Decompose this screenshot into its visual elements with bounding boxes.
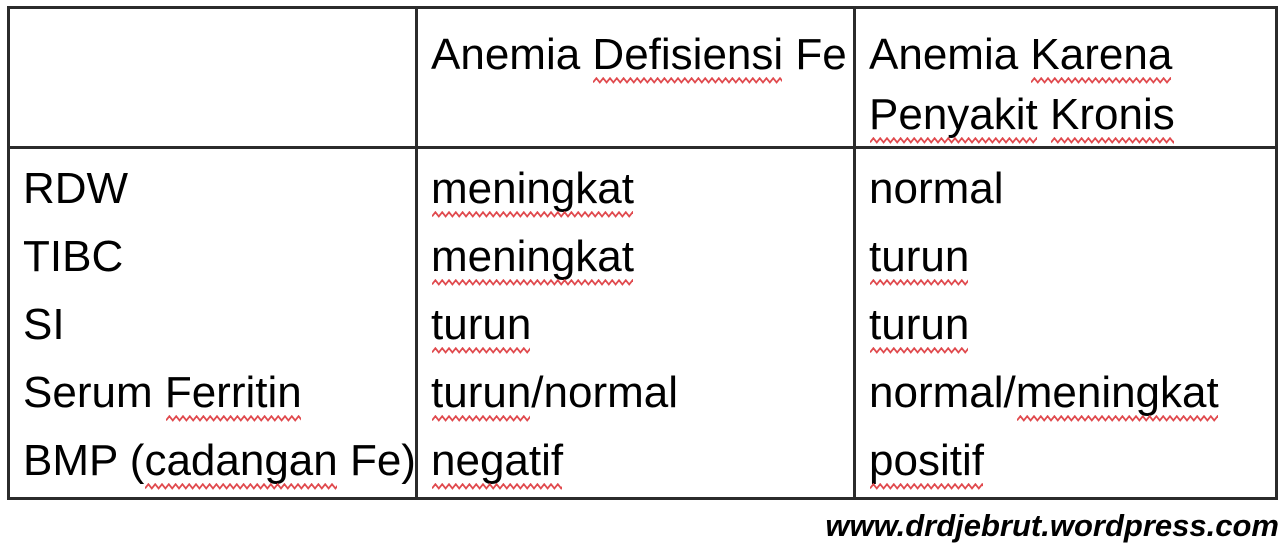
table-cell: Serum Ferritin (23, 359, 411, 427)
squiggle-underlined-word: Ferritin (165, 368, 302, 422)
table-cell: normal/meningkat (869, 359, 1271, 427)
text-segment: Serum (23, 368, 165, 417)
spellcheck-squiggle (1016, 414, 1218, 422)
squiggle-underlined-word: meningkat (431, 164, 634, 218)
squiggle-underlined-word: Defisiensi (592, 30, 783, 84)
spellcheck-squiggle (432, 346, 531, 354)
table-cell: TIBC (23, 223, 411, 291)
spellcheck-squiggle (1051, 136, 1174, 144)
text-segment: normal (869, 164, 1004, 213)
header-text: Penyakit Kronis (869, 85, 1271, 145)
spellcheck-squiggle (1031, 76, 1172, 84)
squiggle-underlined-word: Kronis (1050, 90, 1175, 144)
table-cell: RDW (23, 155, 411, 223)
table-cell: normal (869, 155, 1271, 223)
spellcheck-squiggle (432, 482, 563, 490)
table-cell: turun (431, 291, 849, 359)
spellcheck-squiggle (593, 76, 783, 84)
squiggle-underlined-word: positif (869, 436, 984, 490)
text-segment: TIBC (23, 232, 124, 281)
squiggle-underlined-word: negatif (431, 436, 563, 490)
text-segment: normal/ (869, 368, 1016, 417)
squiggle-underlined-word: meningkat (431, 232, 634, 286)
table-cell: meningkat (431, 155, 849, 223)
anemia-comparison-table: Anemia Defisiensi Fe Anemia Karena Penya… (7, 6, 1278, 500)
spellcheck-squiggle (432, 278, 634, 286)
header-cell-empty (10, 9, 415, 149)
text-segment: Fe) (337, 436, 415, 485)
text-segment: Anemia (869, 30, 1031, 79)
table-cell: BMP (cadangan Fe) (23, 427, 415, 495)
spellcheck-squiggle (145, 482, 337, 490)
table-cell: turun (869, 223, 1271, 291)
watermark-url: www.drdjebrut.wordpress.com (825, 508, 1279, 543)
squiggle-underlined-word: cadangan (144, 436, 338, 490)
squiggle-underlined-word: turun (431, 300, 531, 354)
spellcheck-squiggle (432, 210, 634, 218)
text-segment (1038, 90, 1050, 139)
squiggle-underlined-word: Penyakit (869, 90, 1038, 144)
spellcheck-squiggle (870, 346, 969, 354)
squiggle-underlined-word: meningkat (1016, 368, 1219, 422)
header-cell-anemia-defisiensi-fe: Anemia Defisiensi Fe (415, 9, 853, 149)
table-cell: negatif (431, 427, 849, 495)
table-cell: turun (869, 291, 1271, 359)
table-cell: positif (869, 427, 1271, 495)
text-segment: BMP ( (23, 436, 145, 485)
text-segment: Anemia (431, 30, 593, 79)
squiggle-underlined-word: turun (869, 232, 969, 286)
header-cell-anemia-penyakit-kronis: Anemia Karena Penyakit Kronis (853, 9, 1275, 149)
text-segment: /normal (531, 368, 679, 417)
header-text: Anemia Karena (869, 25, 1271, 85)
column-row-labels: RDW TIBC SI Serum Ferritin BMP (cadangan Fe) (10, 149, 415, 497)
table-cell: SI (23, 291, 411, 359)
spellcheck-squiggle (870, 482, 983, 490)
column-defisiensi-fe-values: meningkat meningkat turun turun/normal negat… (415, 149, 853, 497)
spellcheck-squiggle (870, 278, 969, 286)
column-penyakit-kronis-values: normal turun turun normal/meningkat positif (853, 149, 1275, 497)
spellcheck-squiggle (870, 136, 1037, 144)
squiggle-underlined-word: turun (431, 368, 531, 422)
table-cell: meningkat (431, 223, 849, 291)
text-segment: RDW (23, 164, 129, 213)
spellcheck-squiggle (432, 414, 531, 422)
header-text: Anemia Defisiensi Fe (431, 25, 849, 85)
spellcheck-squiggle (165, 414, 301, 422)
squiggle-underlined-word: turun (869, 300, 969, 354)
text-segment: SI (23, 300, 65, 349)
text-segment: Fe (783, 30, 847, 79)
squiggle-underlined-word: Karena (1030, 30, 1172, 84)
table-cell: turun/normal (431, 359, 849, 427)
